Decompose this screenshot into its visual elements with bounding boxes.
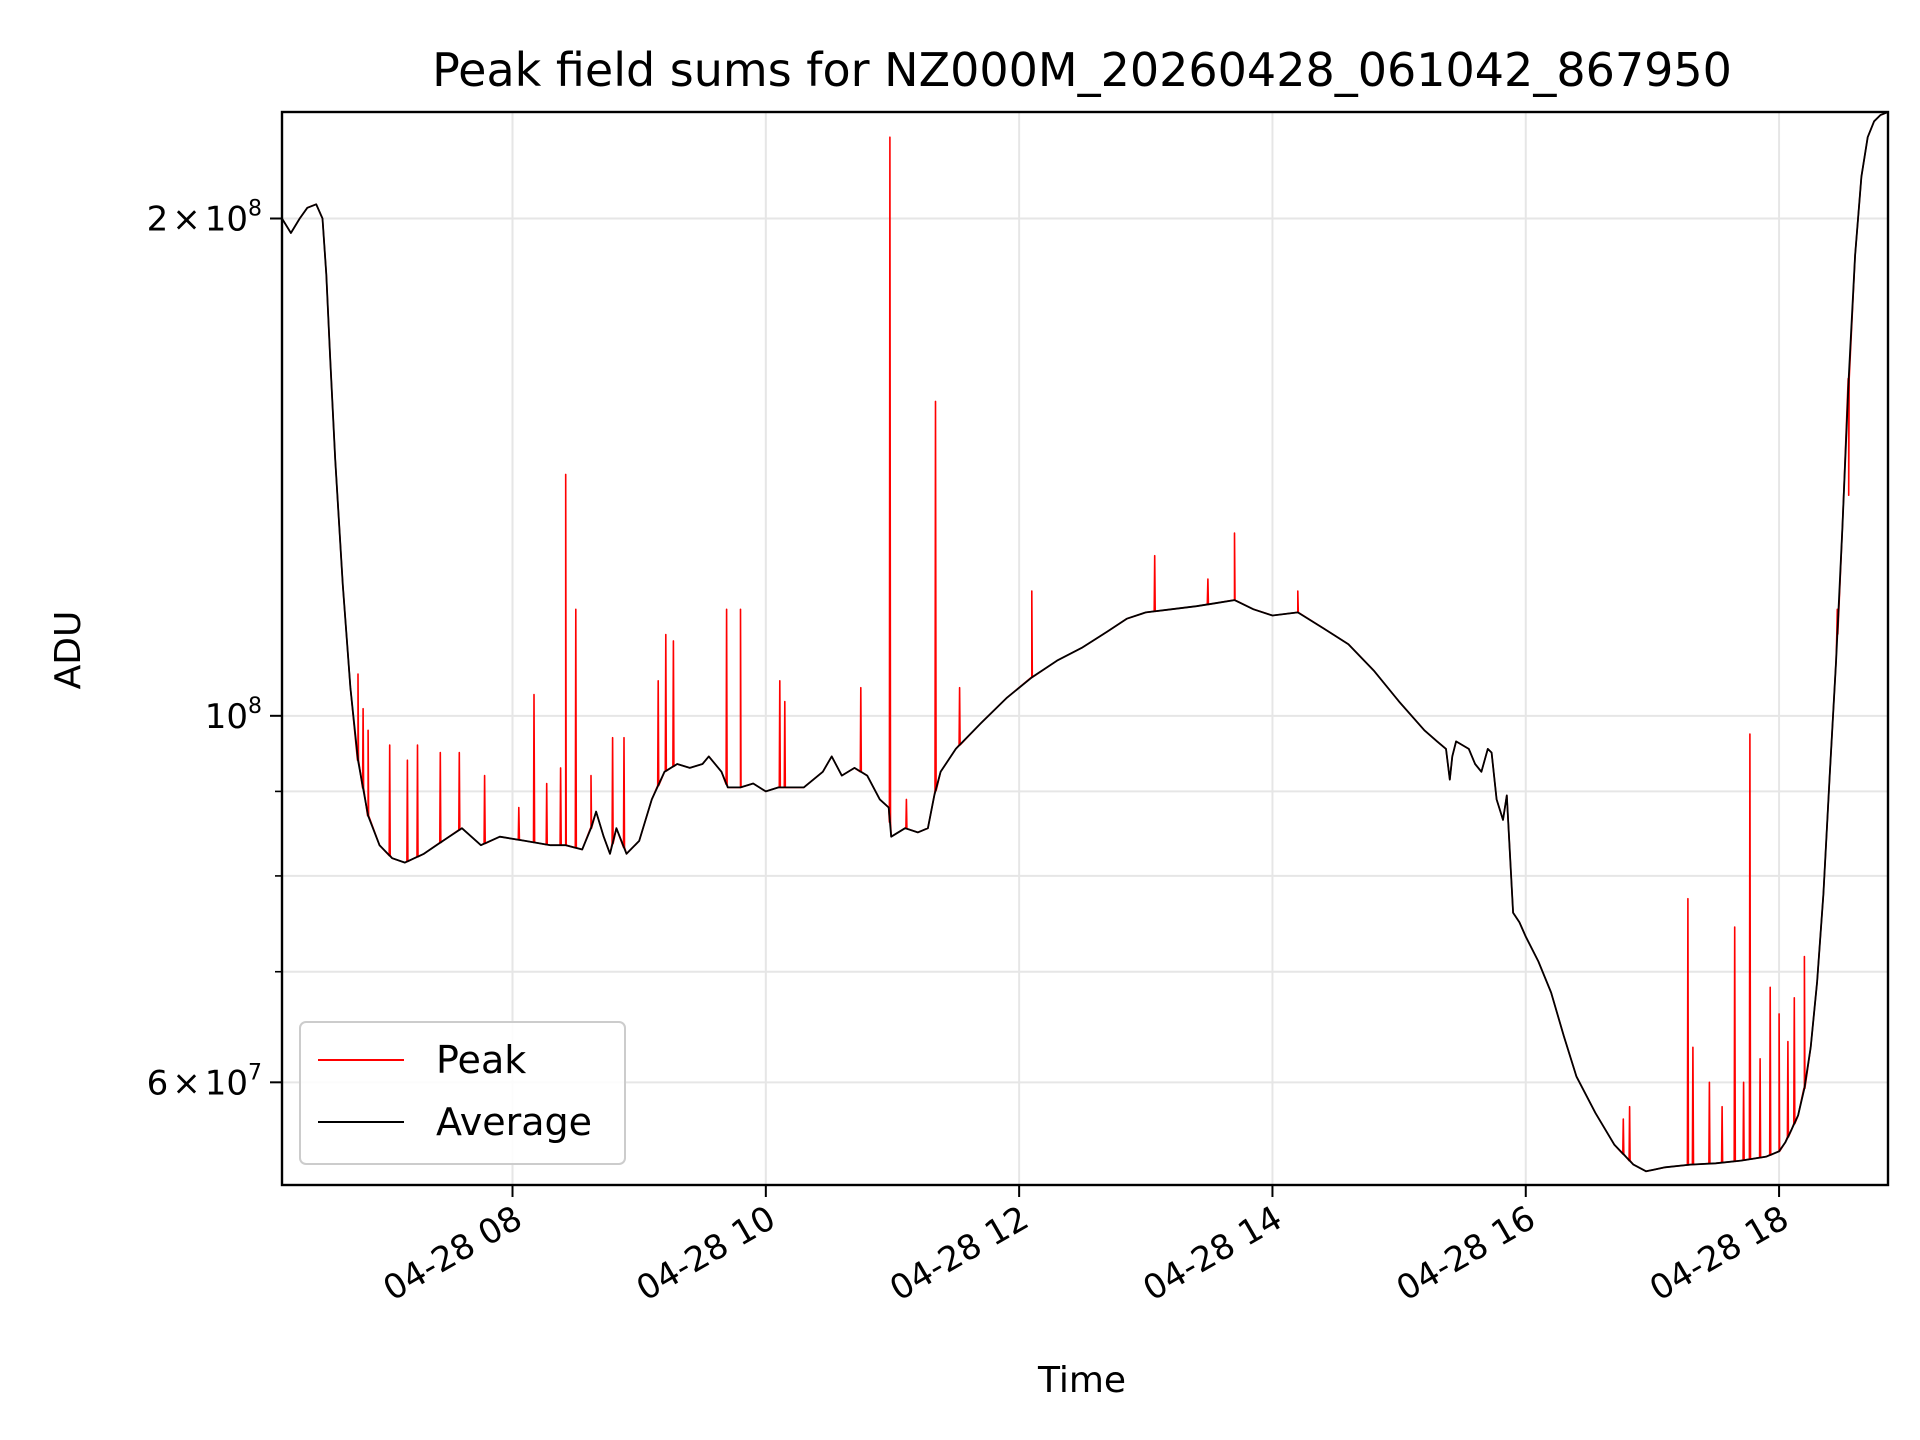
y-tick-label: 6 × 107 — [147, 1060, 262, 1103]
chart-title: Peak field sums for NZ000M_20260428_0610… — [432, 43, 1732, 97]
y-axis: 2 × 108 108 6 × 107 — [147, 196, 282, 1103]
y-tick-label: 108 — [205, 694, 262, 737]
y-tick-label: 2 × 108 — [147, 196, 262, 239]
x-axis-label: Time — [1037, 1360, 1126, 1401]
legend-box — [299, 1021, 626, 1165]
legend-label-peak: Peak — [436, 1038, 526, 1082]
legend-label-average: Average — [436, 1100, 592, 1144]
grid — [282, 112, 1888, 1185]
legend: Peak Average — [299, 1021, 626, 1165]
y-axis-label: ADU — [48, 611, 89, 690]
plot-area — [282, 112, 1888, 1173]
average-series-line — [282, 112, 1888, 1173]
axes-frame — [280, 110, 1890, 1187]
